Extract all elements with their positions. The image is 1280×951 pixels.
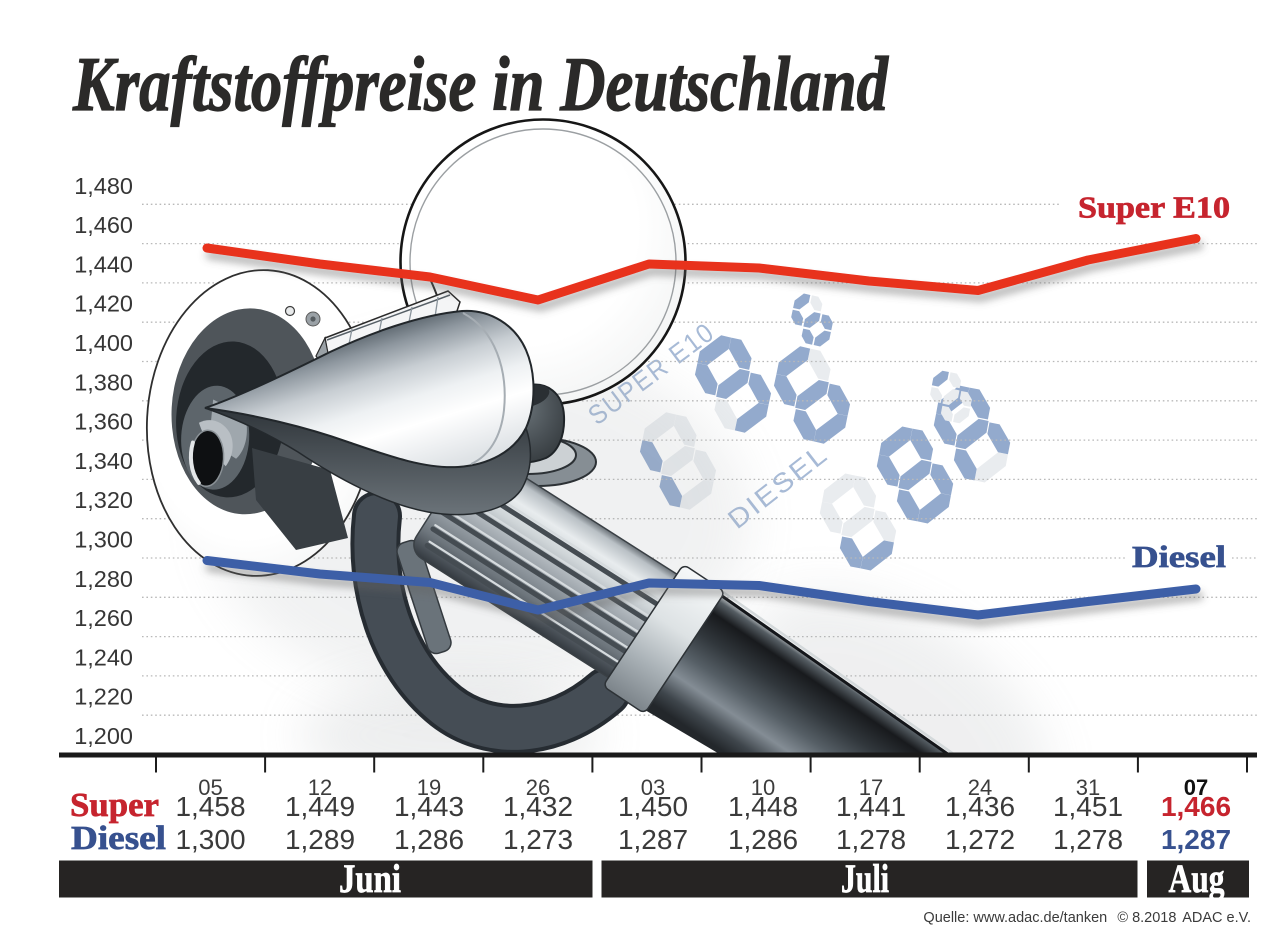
- svg-text:1,278: 1,278: [1053, 824, 1123, 855]
- svg-text:31: 31: [1076, 775, 1100, 800]
- svg-text:1,289: 1,289: [285, 824, 355, 855]
- svg-text:1,340: 1,340: [74, 448, 133, 474]
- svg-text:1,286: 1,286: [728, 824, 798, 855]
- svg-text:1,260: 1,260: [74, 605, 133, 631]
- svg-text:1,286: 1,286: [394, 824, 464, 855]
- svg-text:1,436: 1,436: [945, 791, 1015, 822]
- svg-text:1,280: 1,280: [74, 566, 133, 592]
- svg-text:1,200: 1,200: [74, 723, 133, 749]
- svg-text:Super: Super: [70, 787, 159, 824]
- svg-text:1,420: 1,420: [74, 291, 133, 317]
- svg-text:1,272: 1,272: [945, 824, 1015, 855]
- svg-text:1,400: 1,400: [74, 330, 133, 356]
- svg-text:1,443: 1,443: [394, 791, 464, 822]
- svg-text:17: 17: [859, 775, 883, 800]
- svg-text:1,287: 1,287: [1161, 824, 1231, 855]
- svg-text:Kraftstoffpreise in Deutschlan: Kraftstoffpreise in Deutschland: [72, 41, 889, 127]
- svg-text:1,300: 1,300: [175, 824, 245, 855]
- svg-text:1,458: 1,458: [175, 791, 245, 822]
- svg-text:19: 19: [417, 775, 441, 800]
- svg-text:1,449: 1,449: [285, 791, 355, 822]
- svg-text:Diesel: Diesel: [1132, 539, 1226, 574]
- svg-text:1,273: 1,273: [503, 824, 573, 855]
- svg-text:1,220: 1,220: [74, 684, 133, 710]
- svg-text:05: 05: [198, 775, 222, 800]
- svg-text:1,278: 1,278: [836, 824, 906, 855]
- svg-text:10: 10: [751, 775, 775, 800]
- svg-text:1,451: 1,451: [1053, 791, 1123, 822]
- svg-text:Super E10: Super E10: [1078, 190, 1230, 225]
- svg-text:1,380: 1,380: [74, 369, 133, 395]
- svg-text:1,460: 1,460: [74, 212, 133, 238]
- svg-text:1,320: 1,320: [74, 487, 133, 513]
- svg-text:1,440: 1,440: [74, 251, 133, 277]
- svg-text:26: 26: [526, 775, 550, 800]
- svg-text:24: 24: [968, 775, 992, 800]
- svg-text:1,287: 1,287: [618, 824, 688, 855]
- svg-text:1,300: 1,300: [74, 527, 133, 553]
- svg-text:Juni: Juni: [339, 856, 401, 901]
- svg-text:1,466: 1,466: [1161, 791, 1231, 822]
- svg-text:1,450: 1,450: [618, 791, 688, 822]
- svg-text:1,448: 1,448: [728, 791, 798, 822]
- svg-text:Quelle: www.adac.de/tanken ©: Quelle: www.adac.de/tanken © 8.2018 ADAC…: [923, 910, 1251, 926]
- svg-text:03: 03: [641, 775, 665, 800]
- svg-text:Aug: Aug: [1169, 856, 1225, 901]
- svg-text:1,441: 1,441: [836, 791, 906, 822]
- svg-text:Diesel: Diesel: [71, 820, 166, 857]
- svg-text:1,432: 1,432: [503, 791, 573, 822]
- svg-text:1,360: 1,360: [74, 409, 133, 435]
- svg-text:Juli: Juli: [841, 856, 889, 901]
- svg-text:1,480: 1,480: [74, 173, 133, 199]
- svg-text:12: 12: [308, 775, 332, 800]
- svg-text:07: 07: [1184, 775, 1208, 800]
- svg-text:1,240: 1,240: [74, 644, 133, 670]
